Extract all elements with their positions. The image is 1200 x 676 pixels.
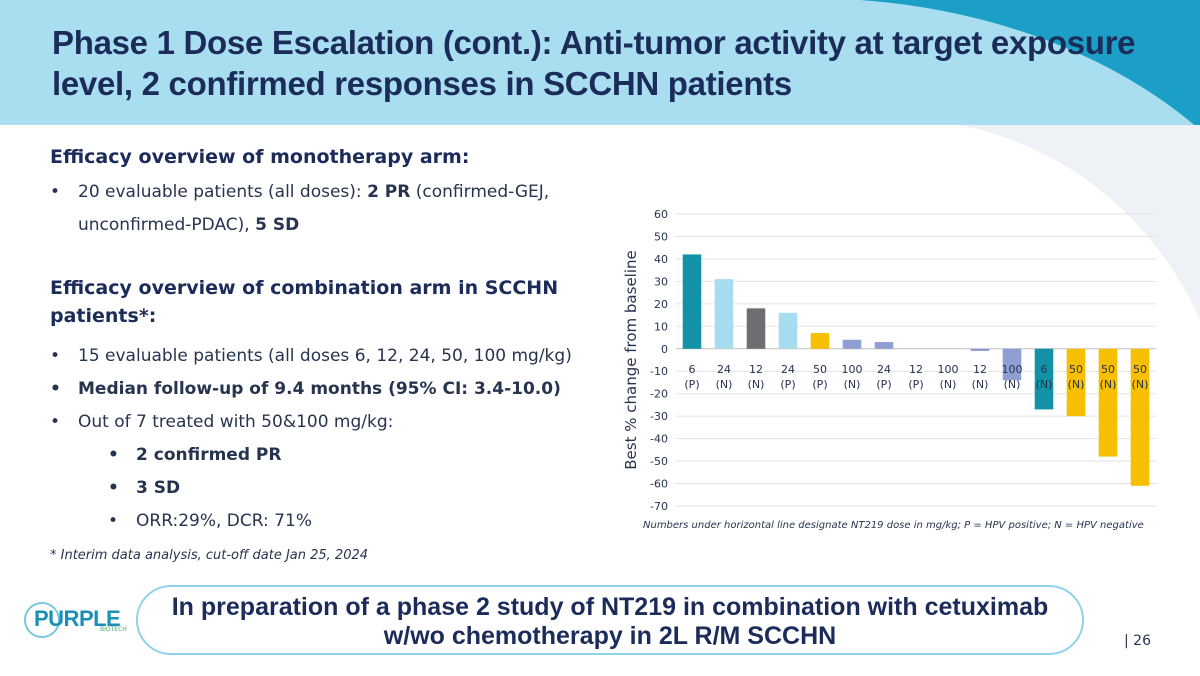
dose-label: 50 [1101, 363, 1115, 376]
waterfall-chart: Best % change from baseline6050403020100… [622, 208, 1156, 513]
mono-bullet-1: 20 evaluable patients (all doses): 2 PR … [50, 176, 610, 242]
dose-label: 24 [717, 363, 731, 376]
banner-text: In preparation of a phase 2 study of NT2… [171, 593, 1049, 650]
y-tick-label: 60 [654, 208, 668, 221]
hpv-label: (N) [940, 378, 957, 391]
bar-10 [970, 348, 990, 352]
purple-logo: PURPLE BIOTECH [22, 600, 130, 640]
combo-heading-suffix: *: [138, 305, 157, 327]
bar-7 [874, 342, 894, 349]
page-number: | 26 [1124, 633, 1151, 649]
y-tick-label: -70 [650, 500, 668, 513]
bar-12 [1034, 348, 1054, 410]
mono-bullets: 20 evaluable patients (all doses): 2 PR … [50, 176, 610, 242]
mono-heading-text: Efficacy overview of monotherapy arm [50, 146, 462, 168]
bar-11 [1002, 348, 1022, 381]
combo-bullet-1: 15 evaluable patients (all doses 6, 12, … [50, 340, 620, 373]
hpv-label: (P) [684, 378, 699, 391]
logo-swirl-icon [24, 602, 60, 638]
y-axis-label: Best % change from baseline [622, 250, 640, 469]
hpv-label: (P) [876, 378, 891, 391]
combo-sub-bullet-2: 3 SD [50, 472, 620, 505]
y-tick-label: -40 [650, 433, 668, 446]
dose-label: 100 [1002, 363, 1023, 376]
y-tick-label: 0 [661, 343, 668, 356]
combo-heading-text: Efficacy overview of combination arm in … [50, 277, 559, 327]
dose-label: 24 [877, 363, 891, 376]
bar-15 [1130, 348, 1150, 486]
y-tick-label: 40 [654, 253, 668, 266]
bar-13 [1066, 348, 1086, 417]
hpv-label: (N) [1004, 378, 1021, 391]
dose-label: 6 [1041, 363, 1048, 376]
bar-5 [810, 333, 830, 349]
y-tick-label: -30 [650, 410, 668, 423]
dose-label: 24 [781, 363, 795, 376]
y-tick-label: 10 [654, 320, 668, 333]
combo-bullet-3: Out of 7 treated with 50&100 mg/kg: [50, 406, 620, 439]
bar-3 [746, 308, 766, 349]
combo-sub-bullet-3: ORR:29%, DCR: 71% [50, 505, 620, 538]
bar-4 [778, 312, 798, 349]
page-title: Phase 1 Dose Escalation (cont.): Anti-tu… [52, 24, 1136, 102]
hpv-label: (P) [812, 378, 827, 391]
dose-label: 100 [938, 363, 959, 376]
hpv-label: (N) [716, 378, 733, 391]
bar-6 [842, 339, 862, 349]
mono-heading-suffix: : [461, 146, 470, 168]
banner: In preparation of a phase 2 study of NT2… [136, 585, 1084, 655]
dose-label: 100 [842, 363, 863, 376]
y-tick-label: 20 [654, 298, 668, 311]
bar-1 [682, 254, 702, 349]
dose-label: 50 [813, 363, 827, 376]
y-tick-label: -20 [650, 388, 668, 401]
footnote: * Interim data analysis, cut-off date Ja… [50, 548, 369, 563]
hpv-label: (N) [1100, 378, 1117, 391]
hpv-label: (N) [1132, 378, 1149, 391]
mono-heading: Efficacy overview of monotherapy arm: [50, 143, 469, 171]
hpv-label: (P) [780, 378, 795, 391]
hpv-label: (N) [1036, 378, 1053, 391]
hpv-label: (N) [972, 378, 989, 391]
y-tick-label: -60 [650, 478, 668, 491]
dose-label: 12 [749, 363, 763, 376]
combo-heading: Efficacy overview of combination arm in … [50, 274, 590, 330]
combo-bullets: 15 evaluable patients (all doses 6, 12, … [50, 340, 620, 538]
bar-2 [714, 279, 734, 349]
hpv-label: (N) [748, 378, 765, 391]
y-tick-label: 30 [654, 275, 668, 288]
hpv-label: (P) [908, 378, 923, 391]
mono-b1-pre: 20 evaluable patients (all doses): [78, 182, 368, 202]
dose-label: 12 [973, 363, 987, 376]
combo-sub-bullet-1: 2 confirmed PR [50, 439, 620, 472]
mono-b1-pr: 2 PR [367, 182, 411, 202]
hpv-label: (N) [1068, 378, 1085, 391]
y-tick-label: -50 [650, 455, 668, 468]
dose-label: 50 [1069, 363, 1083, 376]
dose-label: 50 [1133, 363, 1147, 376]
y-tick-label: 50 [654, 230, 668, 243]
hpv-label: (N) [844, 378, 861, 391]
logo-text: PURPLE [34, 606, 121, 631]
mono-b1-mid: (confirmed-GEJ, unconfirmed-PDAC), [78, 182, 550, 235]
logo-subtext: BIOTECH [100, 626, 127, 633]
combo-bullet-2: Median follow-up of 9.4 months (95% CI: … [50, 373, 620, 406]
dose-label: 12 [909, 363, 923, 376]
dose-label: 6 [689, 363, 696, 376]
mono-b1-sd: 5 SD [255, 215, 300, 235]
chart-note: Numbers under horizontal line designate … [643, 520, 1144, 531]
y-tick-label: -10 [650, 365, 668, 378]
bar-14 [1098, 348, 1118, 457]
